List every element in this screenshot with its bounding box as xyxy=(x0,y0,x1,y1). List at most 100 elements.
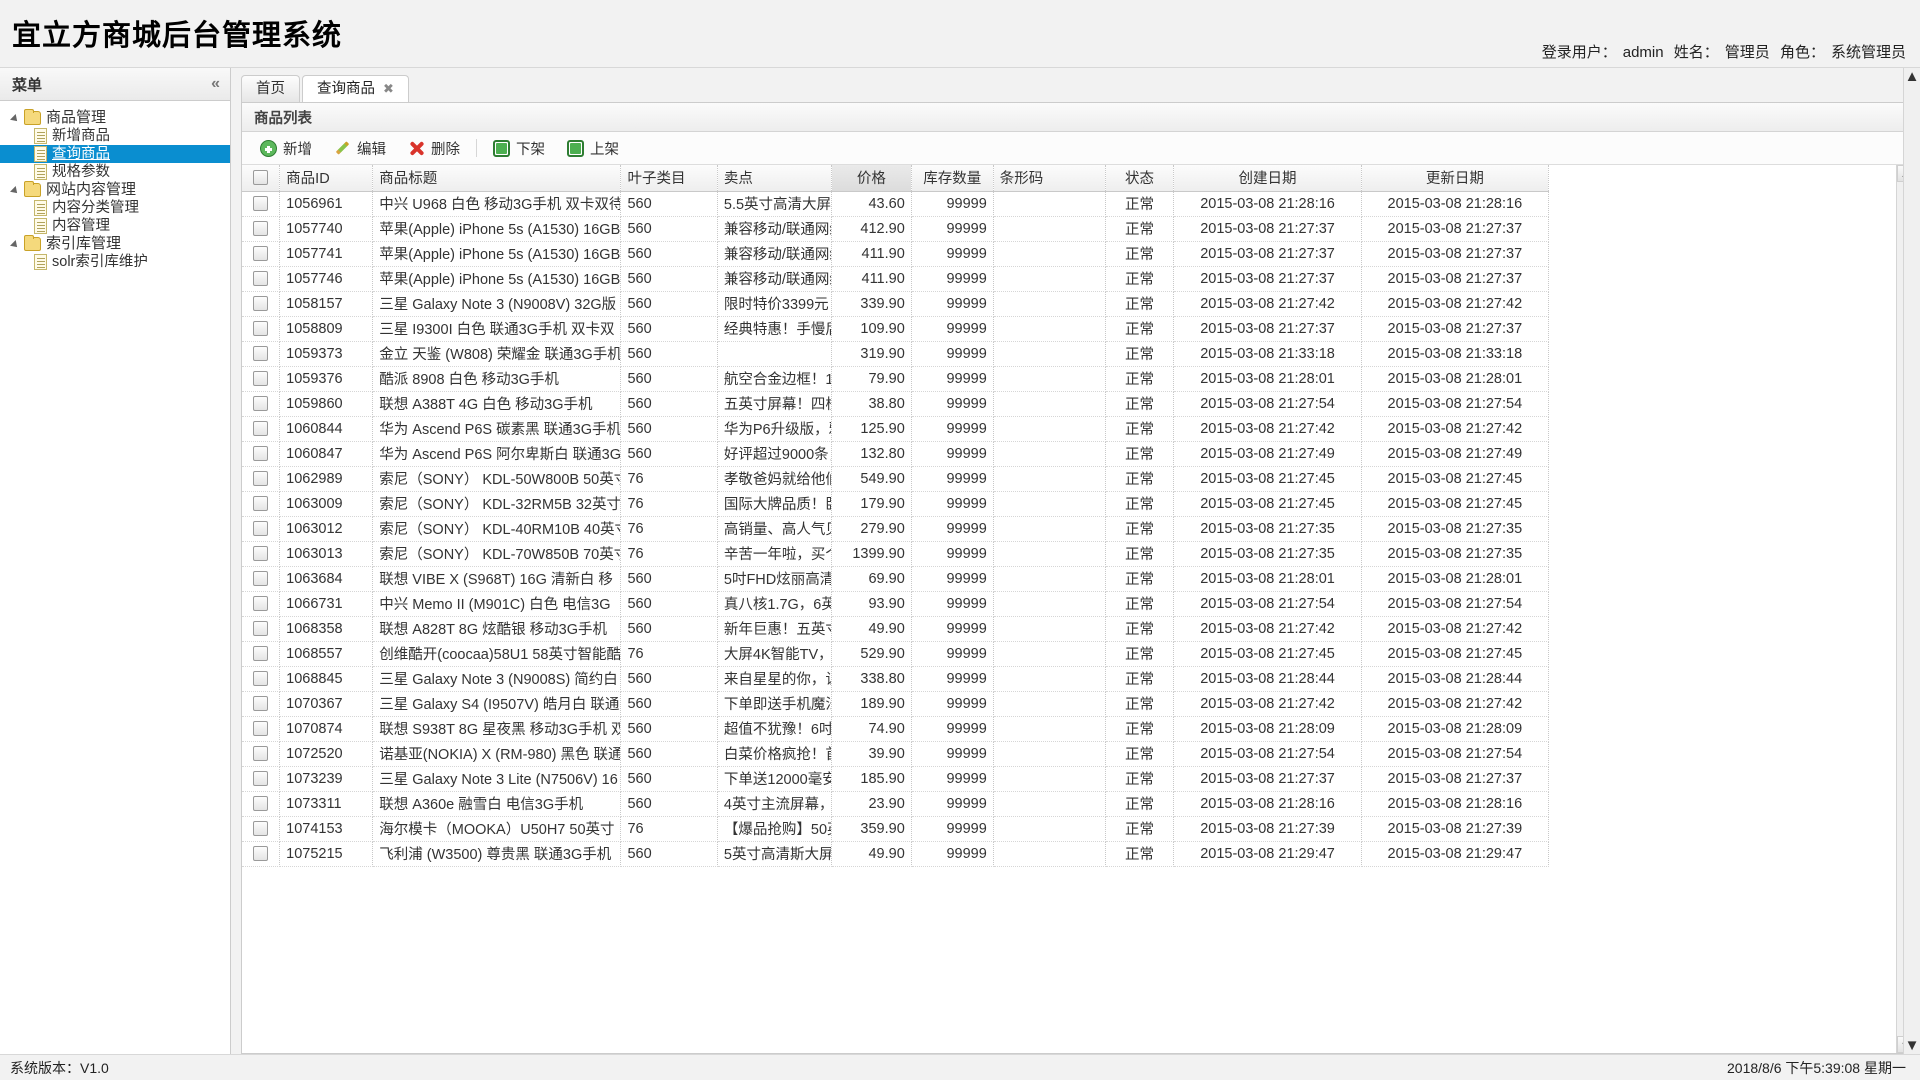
table-row[interactable]: 1070367 三星 Galaxy S4 (I9507V) 皓月白 联通 560 下单… xyxy=(242,691,1550,717)
row-checkbox-cell[interactable] xyxy=(242,566,281,592)
table-row[interactable]: 1072520 诺基亚(NOKIA) X (RM-980) 黑色 联通 560 白菜价… xyxy=(242,741,1550,767)
row-checkbox[interactable] xyxy=(253,321,269,337)
sidebar-item-7[interactable]: 索引库管理 xyxy=(0,235,230,253)
row-checkbox-cell[interactable] xyxy=(242,241,281,267)
row-checkbox-cell[interactable] xyxy=(242,691,281,717)
row-checkbox[interactable] xyxy=(253,221,269,237)
row-checkbox-cell[interactable] xyxy=(242,841,281,867)
table-row[interactable]: 1059373 金立 天鉴 (W808) 荣耀金 联通3G手机 560 319.90 9… xyxy=(242,341,1550,367)
toolbar-button-编辑[interactable]: 编辑 xyxy=(324,134,396,163)
table-row[interactable]: 1063013 索尼（SONY） KDL-70W850B 70英寸 76 辛苦一年啦，… xyxy=(242,541,1550,567)
row-checkbox-cell[interactable] xyxy=(242,316,281,342)
row-checkbox[interactable] xyxy=(253,271,269,287)
select-all-checkbox[interactable] xyxy=(253,170,269,186)
row-checkbox-cell[interactable] xyxy=(242,266,281,292)
table-row[interactable]: 1063009 索尼（SONY） KDL-32RM5B 32英寸 76 国际大牌品质！… xyxy=(242,491,1550,517)
sidebar-item-1[interactable]: 新增商品 xyxy=(0,127,230,145)
table-row[interactable]: 1068845 三星 Galaxy Note 3 (N9008S) 简约白 560 来… xyxy=(242,666,1550,692)
table-row[interactable]: 1057741 苹果(Apple) iPhone 5s (A1530) 16GB 5… xyxy=(242,241,1550,267)
row-checkbox-cell[interactable] xyxy=(242,466,281,492)
column-header-cdate[interactable]: 创建日期 xyxy=(1173,165,1362,192)
row-checkbox[interactable] xyxy=(253,546,269,562)
row-checkbox[interactable] xyxy=(253,396,269,412)
table-row[interactable]: 1060844 华为 Ascend P6S 碳素黑 联通3G手机 560 华为P6升级… xyxy=(242,416,1550,442)
sidebar-item-8[interactable]: solr索引库维护 xyxy=(0,253,230,271)
table-row[interactable]: 1073239 三星 Galaxy Note 3 Lite (N7506V) 16… xyxy=(242,766,1550,792)
sidebar-item-6[interactable]: 内容管理 xyxy=(0,217,230,235)
column-header-price[interactable]: 价格 xyxy=(831,165,912,192)
table-row[interactable]: 1068358 联想 A828T 8G 炫酷银 移动3G手机 560 新年巨惠！五英寸… xyxy=(242,616,1550,642)
row-checkbox[interactable] xyxy=(253,646,269,662)
table-row[interactable]: 1058809 三星 I9300I 白色 联通3G手机 双卡双 560 经典特惠！手慢… xyxy=(242,316,1550,342)
row-checkbox[interactable] xyxy=(253,596,269,612)
row-checkbox-cell[interactable] xyxy=(242,416,281,442)
sidebar-item-3[interactable]: 规格参数 xyxy=(0,163,230,181)
column-header-sell[interactable]: 卖点 xyxy=(717,165,833,192)
table-row[interactable]: 1059860 联想 A388T 4G 白色 移动3G手机 560 五英寸屏幕！四核 3… xyxy=(242,391,1550,417)
row-checkbox-cell[interactable] xyxy=(242,341,281,367)
row-checkbox[interactable] xyxy=(253,496,269,512)
row-checkbox-cell[interactable] xyxy=(242,816,281,842)
toolbar-button-新增[interactable]: 新增 xyxy=(250,134,322,163)
page-scroll-down-arrow[interactable]: ▼ xyxy=(1904,1037,1920,1054)
column-header-bar[interactable]: 条形码 xyxy=(993,165,1106,192)
page-vertical-scrollbar[interactable]: ▲ ▼ xyxy=(1903,68,1920,1054)
row-checkbox-cell[interactable] xyxy=(242,766,281,792)
row-checkbox[interactable] xyxy=(253,371,269,387)
row-checkbox-cell[interactable] xyxy=(242,391,281,417)
row-checkbox[interactable] xyxy=(253,846,269,862)
toolbar-button-删除[interactable]: 删除 xyxy=(398,134,470,163)
sidebar-item-0[interactable]: 商品管理 xyxy=(0,109,230,127)
column-header-chk[interactable] xyxy=(242,165,281,192)
column-header-stock[interactable]: 库存数量 xyxy=(911,165,994,192)
tab-close-icon[interactable]: ✖ xyxy=(383,81,394,96)
row-checkbox[interactable] xyxy=(253,671,269,687)
row-checkbox[interactable] xyxy=(253,196,269,212)
row-checkbox[interactable] xyxy=(253,696,269,712)
table-row[interactable]: 1070874 联想 S938T 8G 星夜黑 移动3G手机 双 560 超值不犹豫！… xyxy=(242,716,1550,742)
toolbar-button-上架[interactable]: 上架 xyxy=(557,134,629,163)
row-checkbox-cell[interactable] xyxy=(242,616,281,642)
row-checkbox-cell[interactable] xyxy=(242,216,281,242)
tab-1[interactable]: 查询商品 ✖ xyxy=(302,75,409,102)
table-row[interactable]: 1060847 华为 Ascend P6S 阿尔卑斯白 联通3G 560 好评超过90… xyxy=(242,441,1550,467)
column-header-status[interactable]: 状态 xyxy=(1105,165,1175,192)
table-row[interactable]: 1063012 索尼（SONY） KDL-40RM10B 40英寸 76 高销量、高人… xyxy=(242,516,1550,542)
collapse-sidebar-icon[interactable]: « xyxy=(211,75,220,92)
row-checkbox[interactable] xyxy=(253,246,269,262)
row-checkbox[interactable] xyxy=(253,771,269,787)
row-checkbox[interactable] xyxy=(253,471,269,487)
expand-arrow-icon[interactable] xyxy=(10,184,22,196)
toolbar-button-下架[interactable]: 下架 xyxy=(483,134,555,163)
table-row[interactable]: 1075215 飞利浦 (W3500) 尊贵黑 联通3G手机 560 5英寸高清斯大屏… xyxy=(242,841,1550,867)
row-checkbox[interactable] xyxy=(253,571,269,587)
row-checkbox-cell[interactable] xyxy=(242,741,281,767)
expand-arrow-icon[interactable] xyxy=(10,238,22,250)
sidebar-item-2[interactable]: 查询商品 xyxy=(0,145,230,163)
expand-arrow-icon[interactable] xyxy=(10,112,22,124)
row-checkbox-cell[interactable] xyxy=(242,491,281,517)
column-header-udate[interactable]: 更新日期 xyxy=(1361,165,1550,192)
row-checkbox-cell[interactable] xyxy=(242,541,281,567)
row-checkbox[interactable] xyxy=(253,296,269,312)
row-checkbox-cell[interactable] xyxy=(242,291,281,317)
tab-0[interactable]: 首页 xyxy=(241,75,300,102)
table-row[interactable]: 1066731 中兴 Memo II (M901C) 白色 电信3G 560 真八核1… xyxy=(242,591,1550,617)
row-checkbox[interactable] xyxy=(253,746,269,762)
row-checkbox-cell[interactable] xyxy=(242,641,281,667)
column-header-title[interactable]: 商品标题 xyxy=(372,165,622,192)
page-scroll-up-arrow[interactable]: ▲ xyxy=(1904,68,1920,85)
sidebar-item-4[interactable]: 网站内容管理 xyxy=(0,181,230,199)
row-checkbox-cell[interactable] xyxy=(242,591,281,617)
column-header-cat[interactable]: 叶子类目 xyxy=(620,165,718,192)
row-checkbox[interactable] xyxy=(253,821,269,837)
row-checkbox-cell[interactable] xyxy=(242,441,281,467)
row-checkbox[interactable] xyxy=(253,446,269,462)
row-checkbox-cell[interactable] xyxy=(242,516,281,542)
table-row[interactable]: 1056961 中兴 U968 白色 移动3G手机 双卡双待 560 5.5英寸高清大… xyxy=(242,191,1550,217)
row-checkbox[interactable] xyxy=(253,796,269,812)
table-row[interactable]: 1074153 海尔模卡（MOOKA）U50H7 50英寸 76 【爆品抢购】50英 3… xyxy=(242,816,1550,842)
sidebar-item-5[interactable]: 内容分类管理 xyxy=(0,199,230,217)
row-checkbox-cell[interactable] xyxy=(242,716,281,742)
